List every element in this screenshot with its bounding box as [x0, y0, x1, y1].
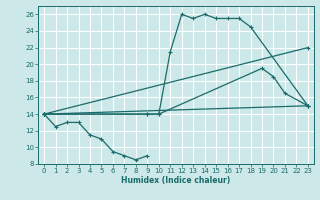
X-axis label: Humidex (Indice chaleur): Humidex (Indice chaleur) [121, 176, 231, 185]
